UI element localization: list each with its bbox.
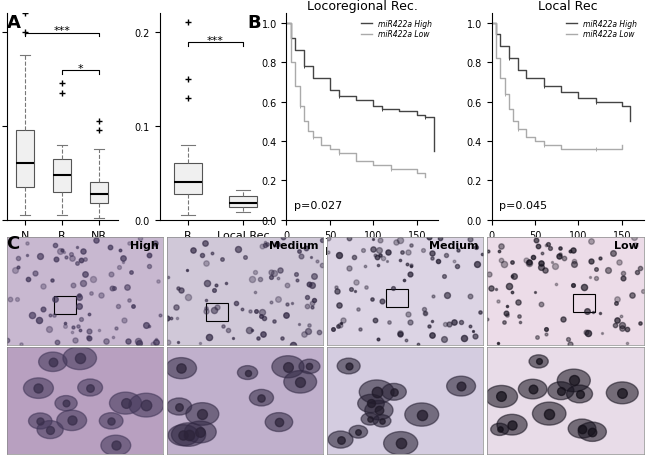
Circle shape [37, 421, 63, 439]
Text: B: B [247, 14, 261, 32]
Circle shape [486, 386, 517, 408]
Legend: miR422a High, miR422a Low: miR422a High, miR422a Low [564, 17, 640, 42]
Text: C: C [6, 234, 20, 252]
Circle shape [185, 421, 216, 443]
X-axis label: RFS (months): RFS (months) [530, 246, 605, 256]
Circle shape [168, 425, 199, 446]
Circle shape [101, 435, 131, 456]
Circle shape [109, 392, 142, 414]
Circle shape [405, 403, 439, 426]
Circle shape [57, 410, 86, 431]
Circle shape [578, 422, 606, 442]
PathPatch shape [229, 197, 257, 207]
Circle shape [384, 431, 418, 455]
Circle shape [172, 423, 205, 446]
Bar [53, 297, 75, 315]
PathPatch shape [16, 131, 34, 188]
Bar [573, 294, 595, 313]
Circle shape [491, 423, 508, 436]
Circle shape [166, 398, 192, 415]
Circle shape [265, 413, 292, 431]
Title: Local Rec: Local Rec [538, 0, 597, 12]
Circle shape [29, 413, 52, 429]
Bar [206, 303, 228, 321]
Circle shape [272, 356, 304, 378]
Circle shape [349, 425, 368, 438]
Circle shape [519, 380, 547, 399]
Circle shape [529, 355, 548, 368]
Circle shape [129, 393, 164, 417]
Circle shape [361, 413, 379, 425]
Circle shape [299, 359, 320, 374]
Text: Medium: Medium [429, 241, 479, 251]
Circle shape [365, 401, 393, 420]
Circle shape [567, 385, 593, 403]
Text: ***: *** [53, 26, 70, 36]
Circle shape [568, 419, 596, 438]
Circle shape [237, 366, 257, 380]
Title: Locoregional Rec.: Locoregional Rec. [307, 0, 418, 12]
Circle shape [557, 369, 590, 392]
Circle shape [23, 378, 53, 398]
Text: p=0.045: p=0.045 [499, 200, 547, 210]
Text: Low: Low [614, 241, 639, 251]
Circle shape [382, 384, 406, 400]
Text: *: * [78, 64, 83, 74]
Circle shape [373, 415, 391, 427]
Text: A: A [6, 14, 20, 32]
PathPatch shape [90, 183, 109, 203]
Text: p=0.027: p=0.027 [294, 200, 343, 210]
Circle shape [447, 376, 476, 396]
Circle shape [78, 379, 103, 396]
X-axis label: RFS (months): RFS (months) [325, 246, 400, 256]
Text: ***: *** [207, 35, 224, 45]
Circle shape [63, 347, 96, 370]
PathPatch shape [174, 164, 202, 194]
Text: Medium: Medium [269, 241, 318, 251]
Legend: miR422a High, miR422a Low: miR422a High, miR422a Low [358, 17, 435, 42]
Circle shape [532, 402, 566, 425]
Circle shape [497, 414, 527, 435]
Circle shape [284, 371, 317, 393]
Bar [386, 289, 408, 307]
Circle shape [328, 431, 353, 448]
Circle shape [337, 358, 360, 374]
Circle shape [606, 382, 638, 404]
Circle shape [358, 394, 384, 413]
Text: High: High [130, 241, 159, 251]
Circle shape [55, 396, 77, 411]
Circle shape [186, 403, 219, 425]
PathPatch shape [53, 159, 72, 192]
Circle shape [359, 380, 394, 404]
Circle shape [250, 390, 274, 406]
Circle shape [99, 413, 123, 429]
Circle shape [548, 382, 574, 400]
Circle shape [38, 353, 67, 372]
Circle shape [166, 358, 196, 379]
